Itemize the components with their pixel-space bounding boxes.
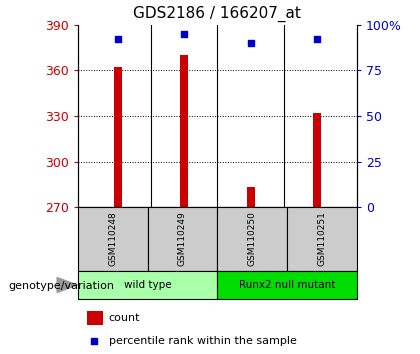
Point [314, 36, 320, 42]
Bar [87, 312, 103, 325]
Bar [313, 113, 321, 207]
Text: GSM110249: GSM110249 [178, 212, 187, 266]
Bar [78, 207, 147, 271]
Text: Runx2 null mutant: Runx2 null mutant [239, 280, 335, 290]
Point [247, 40, 254, 46]
Polygon shape [57, 278, 77, 292]
Text: genotype/variation: genotype/variation [8, 281, 114, 291]
Bar [247, 187, 255, 207]
Text: GSM110248: GSM110248 [108, 212, 117, 266]
Text: GSM110250: GSM110250 [248, 211, 257, 267]
Bar [218, 271, 357, 299]
Bar [287, 207, 357, 271]
Text: count: count [108, 313, 140, 323]
Text: wild type: wild type [124, 280, 171, 290]
Text: percentile rank within the sample: percentile rank within the sample [108, 336, 297, 346]
Title: GDS2186 / 166207_at: GDS2186 / 166207_at [134, 6, 301, 22]
Point [181, 31, 187, 37]
Bar [147, 207, 218, 271]
Bar [218, 207, 287, 271]
Bar [180, 55, 188, 207]
Text: GSM110251: GSM110251 [318, 211, 327, 267]
Bar [78, 271, 218, 299]
Bar [114, 67, 122, 207]
Point [91, 338, 98, 344]
Point [114, 36, 121, 42]
